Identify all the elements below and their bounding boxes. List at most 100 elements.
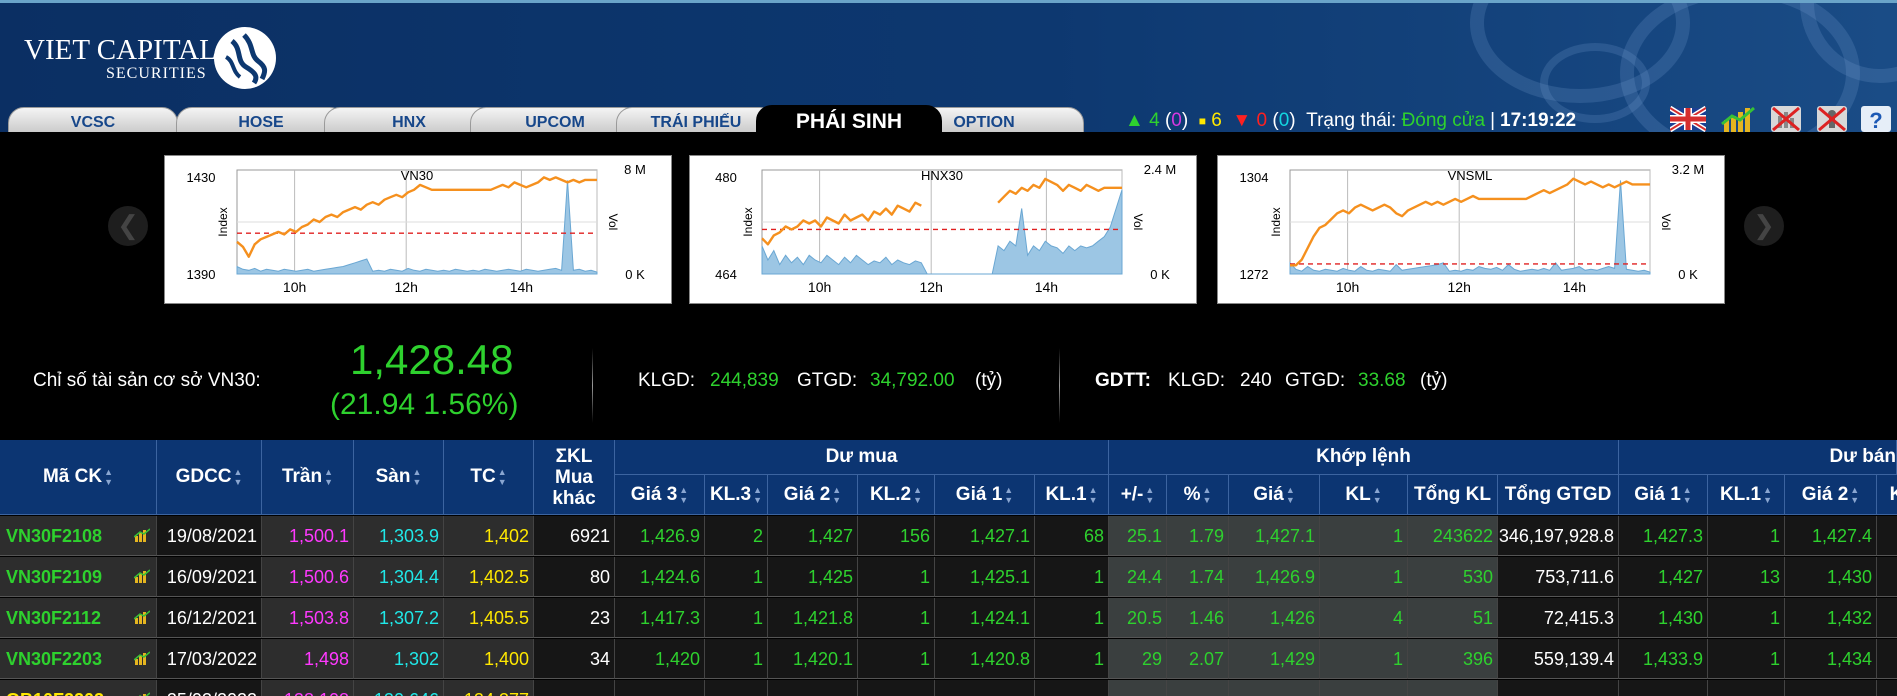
col-b-price-1[interactable]: Giá 1 ▲ ▼ <box>935 475 1035 515</box>
sort-icon: ▲ ▼ <box>1004 484 1014 505</box>
cell-symbol[interactable]: VN30F2109 <box>0 557 157 597</box>
y-axis-min-label: 464 <box>715 267 737 282</box>
col-match-price[interactable]: Giá ▲ ▼ <box>1229 475 1320 515</box>
col-s-price-1-label: Giá 1 <box>1634 483 1681 505</box>
col-s-price-1[interactable]: Giá 1 ▲ ▼ <box>1619 475 1708 515</box>
table-row[interactable]: VN30F2109 16/09/2021 1,500.6 1,304.4 1,402.5… <box>0 557 1897 597</box>
col-b-vol-2[interactable]: KL.2 ▲ ▼ <box>858 475 935 515</box>
tab-hnx[interactable]: HNX <box>324 107 494 132</box>
col-total-vol[interactable]: Tổng KL <box>1408 475 1498 515</box>
col-b-vol-3[interactable]: KL.3 ▲ ▼ <box>705 475 768 515</box>
x-tick-label: 12h <box>395 279 418 295</box>
table-row[interactable]: VN30F2108 19/08/2021 1,500.1 1,303.9 1,402 69… <box>0 516 1897 556</box>
cell-b-price-3-value: 1,424.6 <box>639 567 700 587</box>
col-s-vol-2[interactable]: K <box>1877 475 1897 515</box>
help-icon[interactable]: ? <box>1858 104 1894 132</box>
cell-total-value-value: 346,197,928.8 <box>1498 526 1614 546</box>
cell-gdcc-value: 16/09/2021 <box>166 567 257 587</box>
no-chart-icon[interactable] <box>1768 104 1804 132</box>
cell-ceiling: 1,503.8 <box>262 598 354 638</box>
tab-hose[interactable]: HOSE <box>176 107 346 132</box>
cell-symbol[interactable]: VN30F2112 <box>0 598 157 638</box>
col-b-vol-1[interactable]: KL.1 ▲ ▼ <box>1035 475 1109 515</box>
col-other-label-1: ΣKL <box>555 445 593 467</box>
cell-b-price-3: 1,417.3 <box>615 598 705 638</box>
no-sound-icon[interactable] <box>1814 104 1850 132</box>
col-ceiling[interactable]: Trần ▲ ▼ <box>262 440 354 515</box>
col-b-price-3[interactable]: Giá 3 ▲ ▼ <box>615 475 705 515</box>
mini-chart-icon[interactable] <box>134 651 150 665</box>
cell-b-price-1-value: 1,420.8 <box>969 649 1030 669</box>
cell-reference: 124,377 <box>444 680 534 696</box>
cell-s-vol-1: 13 <box>1708 557 1785 597</box>
cell-symbol[interactable]: VN30F2203 <box>0 639 157 679</box>
cell-s-price-2-value: 1,434 <box>1826 649 1872 669</box>
cell-gdcc-value: 16/12/2021 <box>166 608 257 628</box>
table-row[interactable]: VN30F2112 16/12/2021 1,503.8 1,307.2 1,405.5… <box>0 598 1897 638</box>
cell-reference: 1,400 <box>444 639 534 679</box>
cell-s-vol-1: 1 <box>1708 639 1785 679</box>
cell-gdcc-value: 25/03/2022 <box>167 690 257 696</box>
tab-trai-phieu[interactable]: TRÁI PHIẾU <box>616 107 776 132</box>
cell-s-price-1-value: 1,433.9 <box>1642 649 1703 669</box>
cell-s-vol-1-value: 1 <box>1769 526 1780 546</box>
col-match-vol[interactable]: KL ▲ ▼ <box>1320 475 1408 515</box>
mini-chart-icon[interactable] <box>134 569 150 583</box>
sort-icon: ▲ ▼ <box>679 484 689 505</box>
cell-b-vol-2: 1 <box>858 557 935 597</box>
col-change[interactable]: +/- ▲ ▼ <box>1109 475 1167 515</box>
col-symbol[interactable]: Mã CK ▲ ▼ <box>0 440 157 515</box>
vol-axis-max-label: 8 M <box>624 162 646 177</box>
col-percent[interactable]: % ▲ ▼ <box>1167 475 1229 515</box>
cell-b-price-2 <box>768 680 858 696</box>
sort-icon: ▲ ▼ <box>104 467 114 487</box>
tab-vcsc[interactable]: VCSC <box>8 107 178 132</box>
cell-other-buy-volume-value: 80 <box>589 567 610 587</box>
table-row[interactable]: VN30F2203 17/03/2022 1,498 1,302 1,400 34 1,42… <box>0 639 1897 679</box>
cell-match-vol-value: 1 <box>1392 526 1403 546</box>
cell-b-vol-2-value: 1 <box>919 608 930 628</box>
gtgd-label: GTGD: <box>797 370 858 391</box>
page-header: VIET CAPITAL SECURITIES VCSC HOSE HNX UP… <box>0 0 1897 132</box>
cell-match-vol-value: 4 <box>1392 608 1403 628</box>
cell-other-buy-volume <box>534 680 615 696</box>
mini-chart-icon[interactable] <box>134 692 150 696</box>
chart-prev-button[interactable]: ❮ <box>108 206 148 246</box>
chart-next-button[interactable]: ❯ <box>1744 206 1784 246</box>
col-b-price-2[interactable]: Giá 2 ▲ ▼ <box>768 475 858 515</box>
cell-symbol[interactable]: VN30F2108 <box>0 516 157 556</box>
tab-phai-sinh[interactable]: PHÁI SINH <box>756 105 942 132</box>
cell-match-price-value: 1,429 <box>1269 649 1315 669</box>
state-label: Trạng thái: <box>1306 110 1397 131</box>
tab-upcom[interactable]: UPCOM <box>470 107 640 132</box>
col-s-vol-1[interactable]: KL.1 ▲ ▼ <box>1708 475 1785 515</box>
cell-reference: 1,402.5 <box>444 557 534 597</box>
cell-ceiling-value: 1,500.6 <box>288 567 349 587</box>
col-gdcc[interactable]: GDCC ▲ ▼ <box>157 440 262 515</box>
table-row[interactable]: GB10F2203 25/03/2022 128,108 120,646 124,377 <box>0 680 1897 696</box>
mini-chart-icon[interactable] <box>134 528 150 542</box>
col-b-vol-2-label: KL.2 <box>869 483 912 505</box>
cell-match-price: 1,426.9 <box>1229 557 1320 597</box>
x-tick-label: 14h <box>510 279 533 295</box>
cell-b-price-1-value: 1,424.1 <box>969 608 1030 628</box>
cell-s-vol-2 <box>1877 639 1897 679</box>
cell-symbol[interactable]: GB10F2203 <box>0 680 157 696</box>
col-s-price-2[interactable]: Giá 2 ▲ ▼ <box>1785 475 1877 515</box>
cell-match-vol: 1 <box>1320 516 1408 556</box>
chart-icon[interactable] <box>1720 104 1756 132</box>
brand-logo[interactable]: VIET CAPITAL SECURITIES <box>22 27 282 91</box>
cell-reference: 1,405.5 <box>444 598 534 638</box>
cell-total-value: 753,711.6 <box>1498 557 1619 597</box>
col-total-value[interactable]: Tổng GTGD <box>1498 475 1619 515</box>
col-other-buy-volume[interactable]: ΣKL Mua khác <box>534 440 615 515</box>
uk-flag-icon[interactable] <box>1670 104 1706 132</box>
cell-b-vol-1-value: 1 <box>1093 608 1104 628</box>
col-other-label-2: Mua <box>555 466 593 488</box>
col-reference[interactable]: TC ▲ ▼ <box>444 440 534 515</box>
col-symbol-label: Mã CK <box>42 466 103 487</box>
mini-chart-icon[interactable] <box>134 610 150 624</box>
cell-s-price-1-value: 1,430 <box>1657 608 1703 628</box>
cell-s-price-1-value: 1,427 <box>1657 567 1703 587</box>
col-floor[interactable]: Sàn ▲ ▼ <box>354 440 444 515</box>
